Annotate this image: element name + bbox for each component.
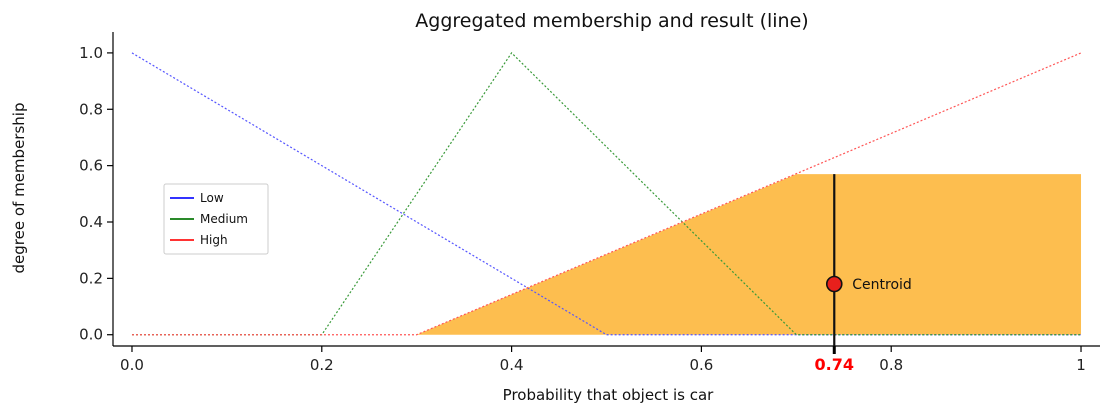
x-tick-label: 0.6 bbox=[689, 356, 713, 374]
legend-label-medium: Medium bbox=[200, 212, 248, 226]
y-tick-label: 0.2 bbox=[79, 269, 103, 287]
centroid-marker bbox=[825, 275, 843, 293]
plot-area: 0.0 0.2 0.4 0.6 0.8 1 0.0 0.2 0.4 0.6 0.8 1.0 Centro… bbox=[79, 32, 1100, 374]
chart-title: Aggregated membership and result (line) bbox=[415, 10, 808, 32]
x-tick-label: 0.4 bbox=[500, 356, 524, 374]
series-line-high bbox=[131, 52, 1082, 336]
series-line-medium bbox=[131, 51, 1082, 336]
y-tick-label: 0.0 bbox=[79, 326, 103, 344]
x-tick-label: 1 bbox=[1076, 356, 1086, 374]
x-axis-title: Probability that object is car bbox=[503, 386, 714, 404]
y-tick-label: 0.6 bbox=[79, 157, 103, 175]
centroid-label: Centroid bbox=[852, 277, 912, 293]
x-tick-label: 0.8 bbox=[879, 356, 903, 374]
legend-label-high: High bbox=[200, 233, 228, 247]
y-tick-label: 0.4 bbox=[79, 213, 103, 231]
legend-label-low: Low bbox=[200, 191, 224, 205]
y-tick-label: 0.8 bbox=[79, 100, 103, 118]
y-axis-title: degree of membership bbox=[10, 103, 28, 274]
legend-box bbox=[163, 183, 269, 255]
aggregated-membership-area bbox=[416, 174, 1082, 335]
y-tick-label: 1.0 bbox=[79, 44, 103, 62]
x-tick-label: 0.2 bbox=[310, 356, 334, 374]
x-tick-label: 0.0 bbox=[120, 356, 144, 374]
centroid-tick-label: 0.74 bbox=[815, 355, 854, 374]
